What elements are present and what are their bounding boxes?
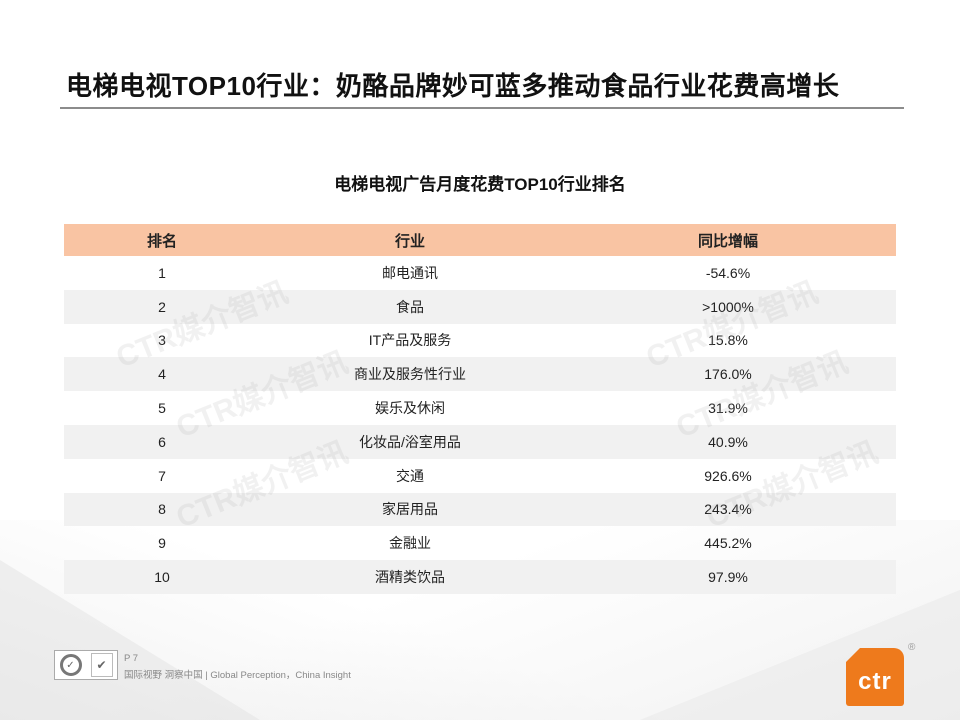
cell-rank: 9 xyxy=(158,535,166,552)
page-title: 电梯电视TOP10行业：奶酪品牌妙可蓝多推动食品行业花费高增长 xyxy=(66,71,840,101)
cell-industry: 家居用品 xyxy=(382,501,438,518)
table-row: 10 酒精类饮品 97.9% xyxy=(64,560,896,594)
table-header: 排名 行业 同比增幅 xyxy=(64,224,896,256)
cell-rank: 10 xyxy=(154,569,170,586)
cell-rank: 8 xyxy=(158,501,166,518)
table-row: 4 商业及服务性行业 176.0% xyxy=(64,357,896,392)
ukas-check-icon: ✔ xyxy=(90,653,113,677)
check-seal-icon: ✓ xyxy=(59,654,82,676)
cell-yoy: 40.9% xyxy=(708,433,748,450)
table-row: 1 邮电通讯 -54.6% xyxy=(64,256,896,290)
cell-industry: 化妆品/浴室用品 xyxy=(359,433,461,450)
cell-rank: 4 xyxy=(158,366,166,383)
cell-industry: 金融业 xyxy=(389,535,431,552)
table-title: 电梯电视广告月度花费TOP10行业排名 xyxy=(334,175,626,194)
header-industry: 行业 xyxy=(394,232,425,250)
cell-yoy: -54.6% xyxy=(705,264,751,281)
cell-yoy: 176.0% xyxy=(704,366,752,383)
cell-yoy: 97.9% xyxy=(708,569,748,586)
footer: ✓ ✔ P 7 国际视野 洞察中国 | Global Perception，Ch… xyxy=(54,650,351,684)
registered-mark-icon: ® xyxy=(908,642,916,653)
cell-yoy: 243.4% xyxy=(704,501,752,518)
table-row: 8 家居用品 243.4% xyxy=(64,492,896,527)
cell-industry: 酒精类饮品 xyxy=(375,569,445,586)
cell-rank: 7 xyxy=(158,467,166,484)
cell-industry: 商业及服务性行业 xyxy=(354,366,466,383)
cell-rank: 5 xyxy=(158,400,166,417)
table-row: 2 食品 >1000% xyxy=(64,289,896,324)
title-divider xyxy=(60,107,904,109)
cell-yoy: 926.6% xyxy=(704,467,752,484)
sgs-certification-icon: ✓ ✔ xyxy=(54,650,118,680)
table-row: 7 交通 926.6% xyxy=(64,459,896,493)
cell-industry: IT产品及服务 xyxy=(368,332,452,349)
ctr-logo: ctr xyxy=(846,648,904,706)
table-row: 6 化妆品/浴室用品 40.9% xyxy=(64,424,896,459)
cell-rank: 6 xyxy=(158,433,166,450)
cell-yoy: 31.9% xyxy=(708,400,748,417)
cell-yoy: 15.8% xyxy=(708,332,748,349)
cell-industry: 交通 xyxy=(396,467,424,484)
table-row: 9 金融业 445.2% xyxy=(64,526,896,560)
header-rank: 排名 xyxy=(146,232,177,250)
cell-industry: 娱乐及休闲 xyxy=(375,400,445,417)
ranking-table: 排名 行业 同比增幅 1 邮电通讯 -54.6% 2 食品 >1000% 3 I… xyxy=(64,224,896,594)
cell-industry: 食品 xyxy=(396,298,424,315)
table-row: 5 娱乐及休闲 31.9% xyxy=(64,391,896,425)
cell-rank: 2 xyxy=(158,298,166,315)
cell-yoy: >1000% xyxy=(702,298,754,315)
table-row: 3 IT产品及服务 15.8% xyxy=(64,324,896,358)
logo-text: ctr xyxy=(858,668,892,695)
header-yoy: 同比增幅 xyxy=(697,232,758,250)
cell-industry: 邮电通讯 xyxy=(382,264,438,281)
cell-yoy: 445.2% xyxy=(704,535,752,552)
footer-tagline: 国际视野 洞察中国 | Global Perception，China Insi… xyxy=(124,670,351,681)
page-number: P 7 xyxy=(124,653,139,664)
background-shape-right xyxy=(640,590,960,720)
cell-rank: 3 xyxy=(158,332,166,349)
cell-rank: 1 xyxy=(158,264,166,281)
